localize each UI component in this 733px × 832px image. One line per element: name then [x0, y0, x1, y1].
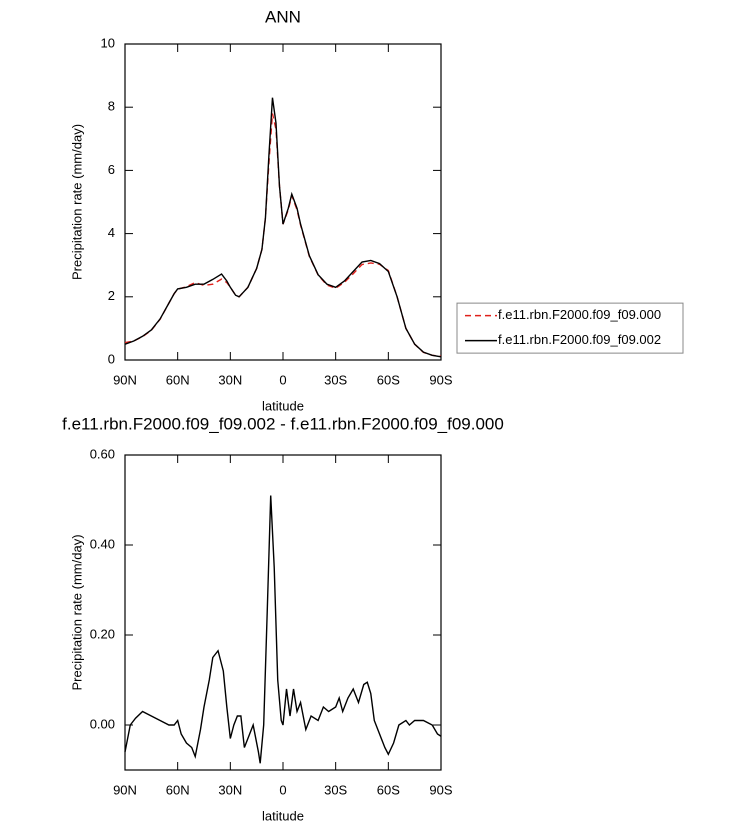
x-tick-label: 30S [324, 372, 347, 387]
data-line [124, 495, 442, 764]
y-tick-label: 0.40 [90, 536, 115, 551]
y-tick-label: 0.00 [90, 716, 115, 731]
x-tick-label: 90N [113, 372, 137, 387]
y-tick-label: 4 [108, 225, 115, 240]
x-tick-label: 0 [279, 372, 286, 387]
x-tick-label: 30N [218, 782, 242, 797]
x-tick-label: 30S [324, 782, 347, 797]
plot-frame [124, 454, 442, 771]
y-tick-label: 10 [101, 35, 115, 50]
legend-label: f.e11.rbn.F2000.f09_f09.002 [498, 332, 661, 347]
y-tick-label: 0 [108, 351, 115, 366]
x-axis-label: latitude [262, 808, 304, 823]
y-tick-label: 6 [108, 162, 115, 177]
y-axis-label: Precipitation rate (mm/day) [69, 124, 84, 280]
chart-title: ANN [265, 7, 301, 26]
y-tick-label: 2 [108, 288, 115, 303]
x-tick-label: 0 [279, 782, 286, 797]
legend-label: f.e11.rbn.F2000.f09_f09.000 [498, 307, 661, 322]
data-line [124, 113, 442, 357]
y-tick-label: 8 [108, 99, 115, 114]
x-tick-label: 90S [429, 782, 452, 797]
x-tick-label: 60S [377, 372, 400, 387]
x-tick-label: 60N [166, 782, 190, 797]
legend-box [456, 302, 684, 354]
x-tick-label: 90N [113, 782, 137, 797]
data-line [124, 97, 442, 358]
y-tick-label: 0.20 [90, 626, 115, 641]
x-tick-label: 60N [166, 372, 190, 387]
chart-title: f.e11.rbn.F2000.f09_f09.002 - f.e11.rbn.… [62, 414, 504, 433]
y-tick-label: 0.60 [90, 446, 115, 461]
plot-frame [124, 43, 442, 361]
x-tick-label: 90S [429, 372, 452, 387]
x-tick-label: 60S [377, 782, 400, 797]
y-axis-label: Precipitation rate (mm/day) [69, 534, 84, 690]
x-axis-label: latitude [262, 398, 304, 413]
x-tick-label: 30N [218, 372, 242, 387]
